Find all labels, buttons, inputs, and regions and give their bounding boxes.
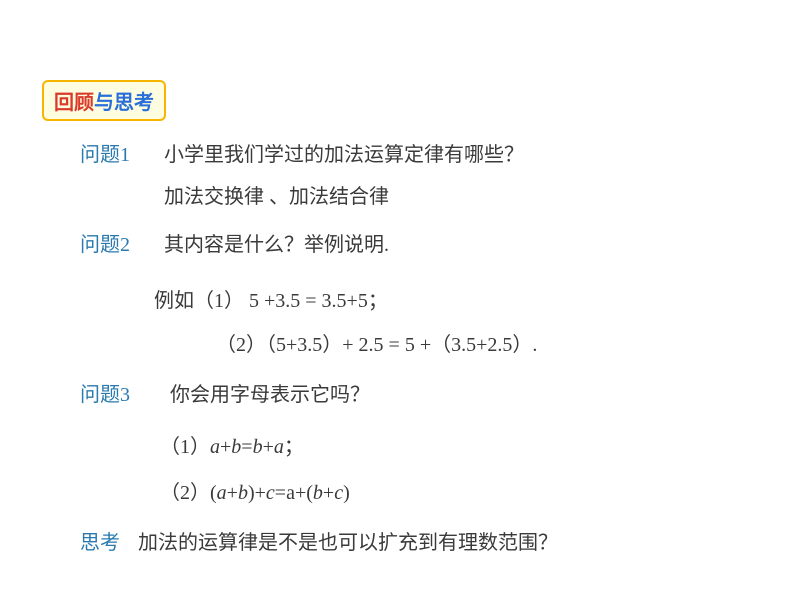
formula-2-tail: ) [343,482,350,504]
question-2-example-2: （2）（5+3.5）+ 2.5 = 5 +（3.5+2.5）. [216,328,537,357]
formula-1-var-a2: a [274,436,284,458]
formula-1-var-a: a [210,436,220,458]
formula-2-plus-1: + [227,482,238,504]
question-2-text: 其内容是什么？举例说明. [164,228,389,257]
formula-1-tail: ； [284,436,304,458]
question-3-label: 问题3 [80,378,154,407]
formula-1-plus-1: + [220,436,231,458]
question-3-formula-2: （2）(a+b)+c=a+(b+c) [160,476,350,505]
formula-2-var-c2: c [334,482,343,504]
section-header: 回顾与思考 [42,80,166,121]
formula-2-var-c: c [266,482,275,504]
formula-2-plus-2: + [323,482,334,504]
formula-1-eq: = [241,436,252,458]
header-red-text: 回顾 [54,92,94,114]
formula-1-var-b2: b [253,436,263,458]
think-label: 思考 [80,526,132,555]
formula-2-prefix: （2）( [160,482,217,504]
formula-2-var-b: b [238,482,248,504]
think-text: 加法的运算律是不是也可以扩充到有理数范围？ [138,526,558,555]
question-2-label: 问题2 [80,228,154,257]
question-3: 问题3 你会用字母表示它吗？ [80,378,370,407]
question-3-formula-1: （1）a+b=b+a； [160,430,304,459]
formula-2-eq: =a+( [275,482,313,504]
question-1-text: 小学里我们学过的加法运算定律有哪些？ [164,138,524,167]
formula-2-mid: )+ [248,482,266,504]
question-2: 问题2 其内容是什么？举例说明. [80,228,389,257]
formula-2-var-a: a [217,482,227,504]
question-1-answer: 加法交换律 、加法结合律 [164,180,389,209]
question-2-example-2-text: （2）（5+3.5）+ 2.5 = 5 +（3.5+2.5）. [216,334,537,356]
question-1: 问题1 小学里我们学过的加法运算定律有哪些？ [80,138,524,167]
question-1-label: 问题1 [80,138,154,167]
question-3-text: 你会用字母表示它吗？ [170,378,370,407]
think: 思考 加法的运算律是不是也可以扩充到有理数范围？ [80,526,558,555]
formula-1-var-b: b [231,436,241,458]
formula-2-var-b2: b [313,482,323,504]
question-2-example-1-text: 例如（1） 5 +3.5 = 3.5+5； [154,290,388,312]
header-blue-text: 与思考 [94,92,154,114]
question-2-example-1: 例如（1） 5 +3.5 = 3.5+5； [154,284,388,313]
question-1-answer-text: 加法交换律 、加法结合律 [164,186,389,208]
formula-1-plus-2: + [263,436,274,458]
formula-1-prefix: （1） [160,436,210,458]
